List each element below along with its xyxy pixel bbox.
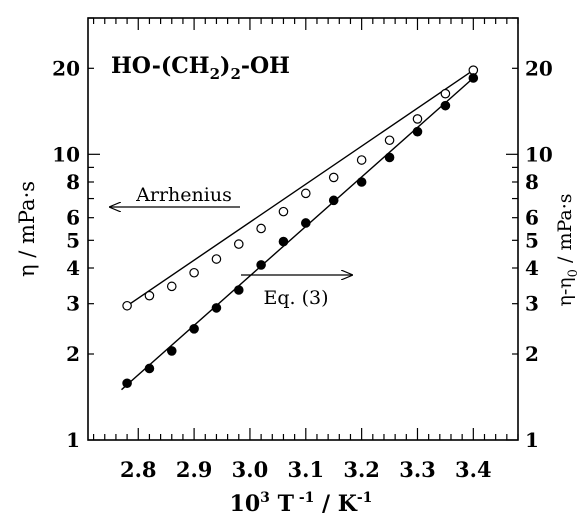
y-axis-label-left: η / mPa·s [15, 181, 39, 277]
y-tick-label-right: 5 [525, 228, 539, 252]
filled-data-point [145, 364, 153, 372]
open-data-point [279, 207, 287, 215]
y-axis-label-right: η-η0 / mPa·s [554, 193, 581, 306]
open-data-point [123, 302, 131, 310]
y-tick-label-left: 5 [66, 228, 80, 252]
filled-data-point [168, 347, 176, 355]
x-axis-label: 103 T -1 / K-1 [230, 490, 373, 517]
filled-data-point [330, 196, 338, 204]
filled-data-point [302, 219, 310, 227]
y-tick-label-left: 6 [66, 206, 80, 230]
open-data-point [385, 136, 393, 144]
x-tick-label: 2.8 [120, 457, 157, 482]
y-tick-label-right: 3 [525, 292, 539, 316]
y-tick-label-right: 4 [525, 256, 539, 280]
y-tick-label-left: 10 [52, 142, 80, 166]
filled-data-point [469, 74, 477, 82]
open-data-point [330, 173, 338, 181]
filled-data-point [235, 286, 243, 294]
filled-data-point [212, 304, 220, 312]
y-tick-label-left: 1 [66, 428, 80, 452]
y-tick-label-left: 2 [66, 342, 80, 366]
x-tick-label: 2.9 [176, 457, 213, 482]
filled-data-point [257, 261, 265, 269]
y-tick-label-right: 10 [525, 142, 553, 166]
x-tick-label: 3.0 [232, 457, 269, 482]
eq3-fit-line [122, 78, 474, 390]
open-data-point [212, 255, 220, 263]
open-data-point [145, 291, 153, 299]
open-data-point [235, 240, 243, 248]
y-tick-label-left: 8 [66, 170, 80, 194]
y-tick-label-left: 4 [66, 256, 80, 280]
y-tick-label-right: 1 [525, 428, 539, 452]
filled-data-point [190, 325, 198, 333]
y-tick-label-right: 2 [525, 342, 539, 366]
filled-data-point [441, 101, 449, 109]
data-points [123, 66, 478, 387]
open-data-point [257, 224, 265, 232]
open-data-point [469, 66, 477, 74]
y-tick-label-right: 6 [525, 206, 539, 230]
compound-label: HO-(CH2)2-OH [111, 53, 290, 83]
open-data-point [357, 156, 365, 164]
arrhenius-label: Arrhenius [135, 184, 232, 206]
filled-data-point [357, 178, 365, 186]
eq3-label: Eq. (3) [263, 287, 328, 309]
x-tick-label: 3.1 [288, 457, 325, 482]
x-axis-ticks: 2.8 2.9 3.0 3.1 3.2 3.3 3.4 [94, 18, 518, 482]
filled-data-point [123, 379, 131, 387]
filled-data-point [413, 127, 421, 135]
open-data-point [441, 89, 449, 97]
open-data-point [413, 115, 421, 123]
y-tick-label-right: 20 [525, 56, 553, 80]
filled-data-point [385, 153, 393, 161]
y-tick-label-left: 3 [66, 292, 80, 316]
open-data-point [168, 282, 176, 290]
x-tick-label: 3.2 [343, 457, 380, 482]
y-tick-label-left: 20 [52, 56, 80, 80]
filled-data-point [279, 237, 287, 245]
x-tick-label: 3.3 [399, 457, 436, 482]
open-data-point [190, 269, 198, 277]
y-tick-label-right: 8 [525, 170, 539, 194]
x-tick-label: 3.4 [455, 457, 492, 482]
open-data-point [302, 189, 310, 197]
